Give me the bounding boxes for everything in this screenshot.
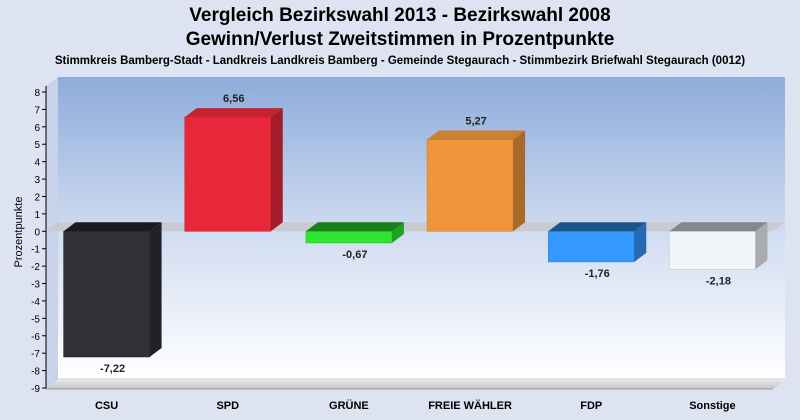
y-tick-label: -1 — [31, 245, 40, 256]
y-tick-label: 5 — [34, 140, 40, 151]
bar-front — [184, 116, 271, 232]
x-tick-label: CSU — [95, 400, 118, 412]
bar-side — [270, 108, 283, 232]
bar-front — [669, 231, 756, 270]
x-tick-label: FDP — [580, 400, 602, 412]
bar-side — [755, 222, 768, 270]
x-tick-label: Sonstige — [689, 400, 735, 412]
y-tick-label: -3 — [31, 280, 40, 291]
data-label: -7,22 — [100, 363, 125, 375]
data-label: 6,56 — [223, 93, 244, 105]
bar — [184, 108, 283, 232]
plot-floor — [46, 380, 785, 389]
bar-side — [149, 222, 162, 358]
bar-front — [426, 139, 514, 232]
bar — [669, 222, 768, 270]
y-tick-label: 0 — [34, 227, 40, 238]
chart-title: Vergleich Bezirkswahl 2013 - Bezirkswahl… — [189, 5, 611, 26]
y-tick-label: -9 — [31, 384, 40, 395]
chart-caption: Stimmkreis Bamberg-Stadt - Landkreis Lan… — [54, 55, 746, 67]
y-tick-label: 4 — [34, 158, 40, 169]
bar-top — [669, 222, 768, 232]
bar — [548, 222, 647, 263]
bar-top — [548, 222, 647, 232]
bar-front — [305, 231, 393, 244]
y-tick-label: -7 — [31, 349, 40, 360]
bar-side — [634, 222, 647, 262]
plot-side-wall — [46, 77, 58, 389]
y-tick-label: 7 — [34, 105, 40, 116]
chart-subtitle: Gewinn/Verlust Zweitstimmen in Prozentpu… — [185, 29, 615, 50]
y-tick-label: 6 — [34, 123, 40, 134]
x-tick-label: GRÜNE — [329, 399, 369, 412]
y-tick-label: 8 — [34, 88, 40, 99]
data-label: -0,67 — [342, 249, 367, 261]
bar-side — [391, 222, 404, 243]
data-label: -2,18 — [706, 275, 731, 287]
y-tick-label: -5 — [31, 314, 40, 325]
bar-top — [427, 130, 526, 140]
data-label: 5,27 — [465, 116, 486, 128]
y-tick-label: 2 — [34, 192, 40, 203]
bar — [426, 130, 526, 232]
bar-top — [305, 222, 404, 232]
bar-top — [184, 108, 283, 118]
y-tick-label: 1 — [34, 210, 40, 221]
y-tick-label: 3 — [34, 175, 40, 186]
y-tick-label: -8 — [31, 367, 40, 378]
bar — [305, 222, 404, 244]
x-tick-label: FREIE WÄHLER — [428, 399, 512, 412]
data-label: -1,76 — [585, 268, 610, 280]
x-tick-label: SPD — [216, 400, 239, 412]
bar — [63, 222, 162, 358]
bar-front — [63, 231, 150, 358]
y-tick-label: -4 — [31, 297, 40, 308]
y-axis-label: Prozentpunkte — [13, 197, 25, 268]
y-tick-label: -6 — [31, 332, 40, 343]
bar-side — [513, 130, 526, 232]
bar-front — [548, 231, 635, 263]
bar-top — [63, 222, 162, 232]
y-tick-label: -2 — [31, 262, 40, 273]
